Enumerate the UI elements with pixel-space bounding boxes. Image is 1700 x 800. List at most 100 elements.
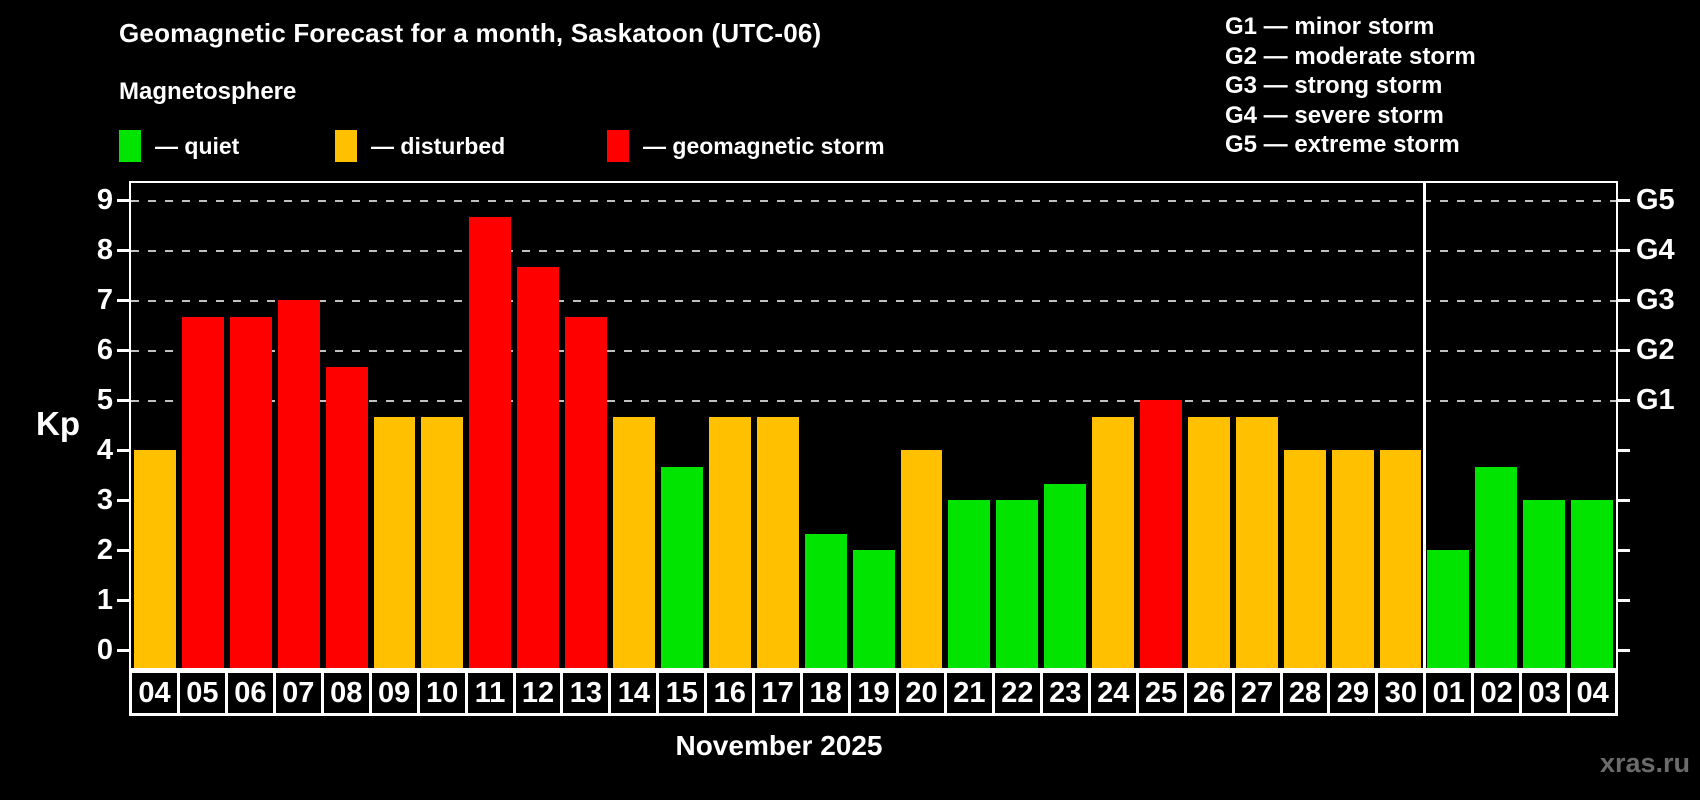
date-cell-8-day-11: 11 <box>464 670 516 716</box>
kp-bar-1-day-04 <box>134 450 176 668</box>
y-tick-right-5 <box>1618 398 1630 402</box>
y-tick-right-1 <box>1618 598 1630 602</box>
chart-subtitle: Magnetosphere <box>119 78 297 105</box>
kp-bar-26-day-29 <box>1331 450 1374 668</box>
y-tick-label-0: 0 <box>96 634 113 666</box>
legend-item-quiet: — quiet <box>119 130 239 162</box>
kp-bar-5-day-08 <box>325 366 368 668</box>
right-scale-label-g3: G3 <box>1636 284 1675 316</box>
legend-label-quiet: — quiet <box>155 132 240 159</box>
kp-bar-11-day-14 <box>613 416 655 668</box>
day-slot-30 <box>1377 183 1425 668</box>
date-cell-10-day-13: 13 <box>560 670 612 716</box>
date-cell-18-day-21: 21 <box>943 670 995 716</box>
kp-bar-23-day-26 <box>1187 416 1230 668</box>
kp-bar-30-day-03 <box>1523 500 1566 668</box>
day-slot-13 <box>562 183 610 668</box>
y-tick-label-5: 5 <box>96 384 113 416</box>
y-tick-right-4 <box>1618 448 1630 452</box>
storm-legend-line-g3: G3 — strong storm <box>1225 72 1443 99</box>
y-tick-left-5 <box>117 398 129 402</box>
y-tick-label-2: 2 <box>96 534 113 566</box>
date-cell-25-day-28: 28 <box>1279 670 1331 716</box>
day-slot-06 <box>227 183 275 668</box>
y-tick-label-4: 4 <box>96 434 113 466</box>
gridline-kp-6 <box>131 350 1616 352</box>
day-slot-25 <box>1137 183 1185 668</box>
storm-legend-line-g4: G4 — severe storm <box>1225 101 1444 129</box>
day-slot-24 <box>1089 183 1137 668</box>
y-tick-left-6 <box>117 348 129 352</box>
kp-bar-21-day-24 <box>1092 416 1135 668</box>
day-slot-07 <box>275 183 323 668</box>
kp-bar-19-day-22 <box>996 500 1039 668</box>
kp-bar-24-day-27 <box>1235 416 1278 668</box>
kp-bar-14-day-17 <box>756 416 799 668</box>
date-cell-30-day-03: 03 <box>1519 670 1571 716</box>
date-cell-13-day-16: 16 <box>704 670 756 716</box>
day-slot-08 <box>323 183 371 668</box>
y-tick-right-3 <box>1618 498 1630 502</box>
day-slot-05 <box>179 183 227 668</box>
date-cell-4-day-07: 07 <box>272 670 324 716</box>
kp-bar-12-day-15 <box>660 466 703 668</box>
date-cell-24-day-27: 27 <box>1231 670 1283 716</box>
day-slot-26 <box>1185 183 1233 668</box>
date-cell-6-day-09: 09 <box>368 670 420 716</box>
date-cell-23-day-26: 26 <box>1183 670 1235 716</box>
date-cell-15-day-18: 18 <box>800 670 852 716</box>
y-tick-right-8 <box>1618 248 1630 252</box>
legend-label-disturbed: — disturbed <box>371 132 506 159</box>
day-slot-20 <box>898 183 946 668</box>
storm-legend-line-g1: G1 — minor storm <box>1225 13 1435 40</box>
kp-bar-28-day-01 <box>1427 550 1470 668</box>
date-cell-29-day-02: 02 <box>1471 670 1523 716</box>
date-cell-11-day-14: 14 <box>608 670 660 716</box>
date-cell-1-day-04: 04 <box>129 670 180 716</box>
gridline-kp-8 <box>131 250 1616 252</box>
kp-bar-16-day-19 <box>852 550 895 668</box>
y-tick-left-4 <box>117 448 129 452</box>
date-cell-26-day-29: 29 <box>1327 670 1379 716</box>
date-cell-21-day-24: 24 <box>1087 670 1139 716</box>
day-slot-11 <box>466 183 514 668</box>
day-slot-17 <box>754 183 802 668</box>
day-slot-21 <box>945 183 993 668</box>
right-scale-label-g5: G5 <box>1636 184 1675 216</box>
date-cell-2-day-05: 05 <box>176 670 228 716</box>
day-slot-04 <box>1568 183 1616 668</box>
day-slot-10 <box>418 183 466 668</box>
quiet-swatch-icon <box>119 130 141 162</box>
y-tick-left-1 <box>117 598 129 602</box>
day-slot-27 <box>1233 183 1281 668</box>
x-axis-date-row: 04 05 06 07 08 09 10 11 12 13 14 15 16 17 18 19 20 21 22 23… <box>129 670 1619 716</box>
right-scale-label-g4: G4 <box>1636 234 1675 266</box>
legend-item-disturbed: — disturbed <box>335 130 505 162</box>
kp-bar-31-day-04 <box>1571 500 1614 668</box>
y-tick-left-9 <box>117 198 129 202</box>
month-label: November 2025 <box>675 730 883 761</box>
kp-bar-9-day-12 <box>517 266 560 668</box>
color-legend: — quiet — disturbed — geomagnetic storm <box>119 130 1019 170</box>
date-cell-14-day-17: 17 <box>752 670 804 716</box>
y-axis-title: Kp <box>36 405 80 442</box>
kp-bar-18-day-21 <box>948 500 991 668</box>
day-slot-01 <box>1424 183 1472 668</box>
kp-bar-15-day-18 <box>804 533 847 668</box>
day-slot-15 <box>658 183 706 668</box>
right-scale-label-g2: G2 <box>1636 334 1675 366</box>
y-tick-left-3 <box>117 498 129 502</box>
date-cell-27-day-30: 30 <box>1375 670 1427 716</box>
watermark: xras.ru <box>1599 748 1690 778</box>
day-slot-16 <box>706 183 754 668</box>
kp-bar-10-day-13 <box>565 316 608 668</box>
y-tick-right-9 <box>1618 198 1630 202</box>
right-scale-label-g1: G1 <box>1636 384 1675 416</box>
day-slot-14 <box>610 183 658 668</box>
day-slot-22 <box>993 183 1041 668</box>
y-tick-right-2 <box>1618 548 1630 552</box>
day-slot-03 <box>1520 183 1568 668</box>
kp-bar-3-day-06 <box>229 316 272 668</box>
date-cell-17-day-20: 20 <box>896 670 947 716</box>
kp-bar-4-day-07 <box>277 300 320 668</box>
